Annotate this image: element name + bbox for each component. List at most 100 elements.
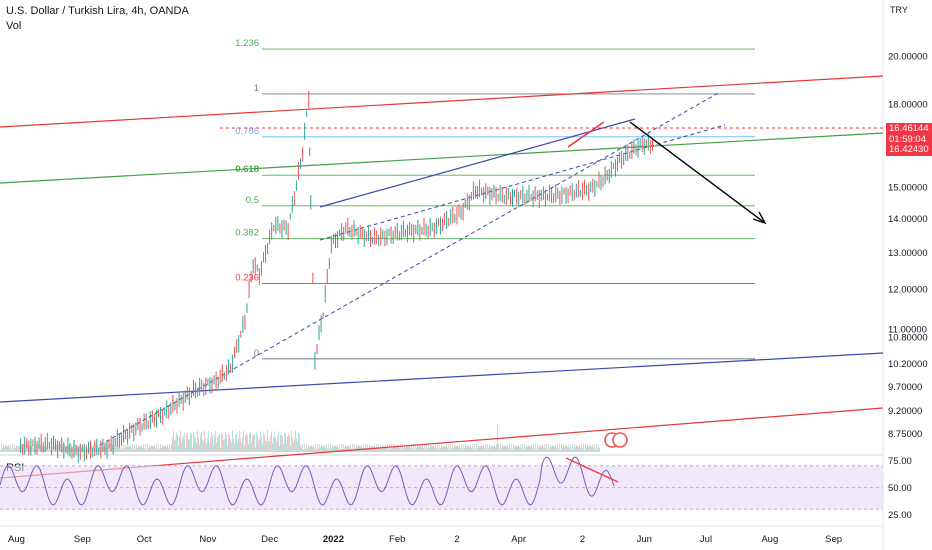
red-highlight-line <box>567 121 605 148</box>
volume-bar <box>405 447 406 452</box>
fib-level-label: 0.382 <box>235 228 259 239</box>
volume-bar <box>585 444 586 452</box>
volume-bar <box>89 447 90 452</box>
volume-bar <box>411 444 412 452</box>
volume-bar <box>431 446 432 452</box>
volume-bar <box>235 435 236 452</box>
volume-bar <box>572 444 573 452</box>
volume-bar <box>264 434 265 452</box>
volume-bar <box>77 444 78 452</box>
volume-bar <box>190 433 191 452</box>
volume-bar <box>455 446 456 452</box>
rsi-line <box>0 456 615 506</box>
volume-bar <box>573 448 574 452</box>
volume-bar <box>367 444 368 452</box>
volume-bar <box>203 440 204 452</box>
chart-title: U.S. Dollar / Turkish Lira, 4h, OANDA <box>6 5 189 17</box>
volume-bar <box>402 444 403 452</box>
volume-bar <box>69 444 70 452</box>
volume-bar <box>17 446 18 452</box>
volume-bar <box>64 444 65 452</box>
volume-bar <box>311 445 312 452</box>
volume-bar <box>13 449 14 452</box>
volume-bar <box>191 433 192 452</box>
volume-bar <box>75 444 76 452</box>
volume-bar <box>591 446 592 452</box>
volume-bar <box>500 444 501 452</box>
volume-bar <box>46 448 47 452</box>
volume-bar <box>127 445 128 452</box>
volume-bar <box>217 437 218 452</box>
volume-bar <box>400 444 401 452</box>
x-tick-label: Oct <box>137 534 152 545</box>
volume-bar <box>490 447 491 452</box>
volume-bar <box>249 433 250 452</box>
volume-bar <box>588 446 589 452</box>
volume-bar <box>79 445 80 452</box>
volume-bar <box>466 447 467 452</box>
volume-bar <box>319 444 320 452</box>
volume-bar <box>251 442 252 452</box>
volume-bar <box>530 446 531 452</box>
volume-bar <box>386 447 387 452</box>
volume-bar <box>290 445 291 452</box>
volume-bar <box>167 444 168 452</box>
volume-bar <box>116 446 117 452</box>
volume-bar <box>399 448 400 452</box>
volume-bar <box>183 435 184 452</box>
volume-bar <box>474 444 475 452</box>
volume-bar <box>429 447 430 452</box>
volume-bar <box>179 436 180 452</box>
volume-bar <box>350 444 351 452</box>
volume-bar <box>513 444 514 452</box>
volume-bar <box>550 444 551 452</box>
volume-bar <box>316 449 317 452</box>
blue-channel-bottom <box>0 352 884 403</box>
volume-bar <box>142 447 143 452</box>
volume-bar <box>327 449 328 452</box>
volume-bar <box>434 447 435 452</box>
volume-bar <box>499 449 500 452</box>
volume-bar <box>519 447 520 452</box>
volume-bar <box>401 449 402 452</box>
volume-bar <box>332 444 333 452</box>
volume-bar <box>421 446 422 452</box>
volume-bar <box>445 446 446 452</box>
volume-bar <box>346 446 347 452</box>
volume-bar <box>559 444 560 452</box>
volume-bar <box>306 444 307 452</box>
volume-bar <box>32 444 33 452</box>
fib-level-label: 0.618 <box>235 164 259 175</box>
volume-bar <box>83 448 84 452</box>
volume-bar <box>269 441 270 452</box>
volume-bar <box>419 445 420 452</box>
volume-bar <box>389 444 390 452</box>
volume-bar <box>124 448 125 452</box>
volume-bar <box>241 442 242 452</box>
x-tick-label: Nov <box>199 534 216 545</box>
volume-bar <box>576 445 577 452</box>
y-tick-label: 9.20000 <box>888 406 922 417</box>
volume-bar <box>537 444 538 452</box>
event-flag-icon <box>612 432 628 448</box>
volume-bar <box>446 444 447 452</box>
volume-bar <box>457 445 458 452</box>
volume-bar <box>121 444 122 452</box>
volume-bar <box>328 444 329 452</box>
volume-bar <box>312 446 313 452</box>
volume-bar <box>427 448 428 452</box>
volume-bar <box>456 445 457 452</box>
volume-bar <box>473 449 474 452</box>
volume-bar <box>521 448 522 452</box>
volume-bar <box>196 442 197 452</box>
volume-bar <box>318 448 319 452</box>
volume-bar <box>62 444 63 452</box>
volume-bar <box>262 443 263 452</box>
y-tick-label: 10.20000 <box>888 359 928 370</box>
volume-bar <box>485 444 486 452</box>
volume-bar <box>267 430 268 452</box>
volume-bar <box>321 445 322 452</box>
volume-bar <box>1 444 2 452</box>
volume-bar <box>21 444 22 452</box>
